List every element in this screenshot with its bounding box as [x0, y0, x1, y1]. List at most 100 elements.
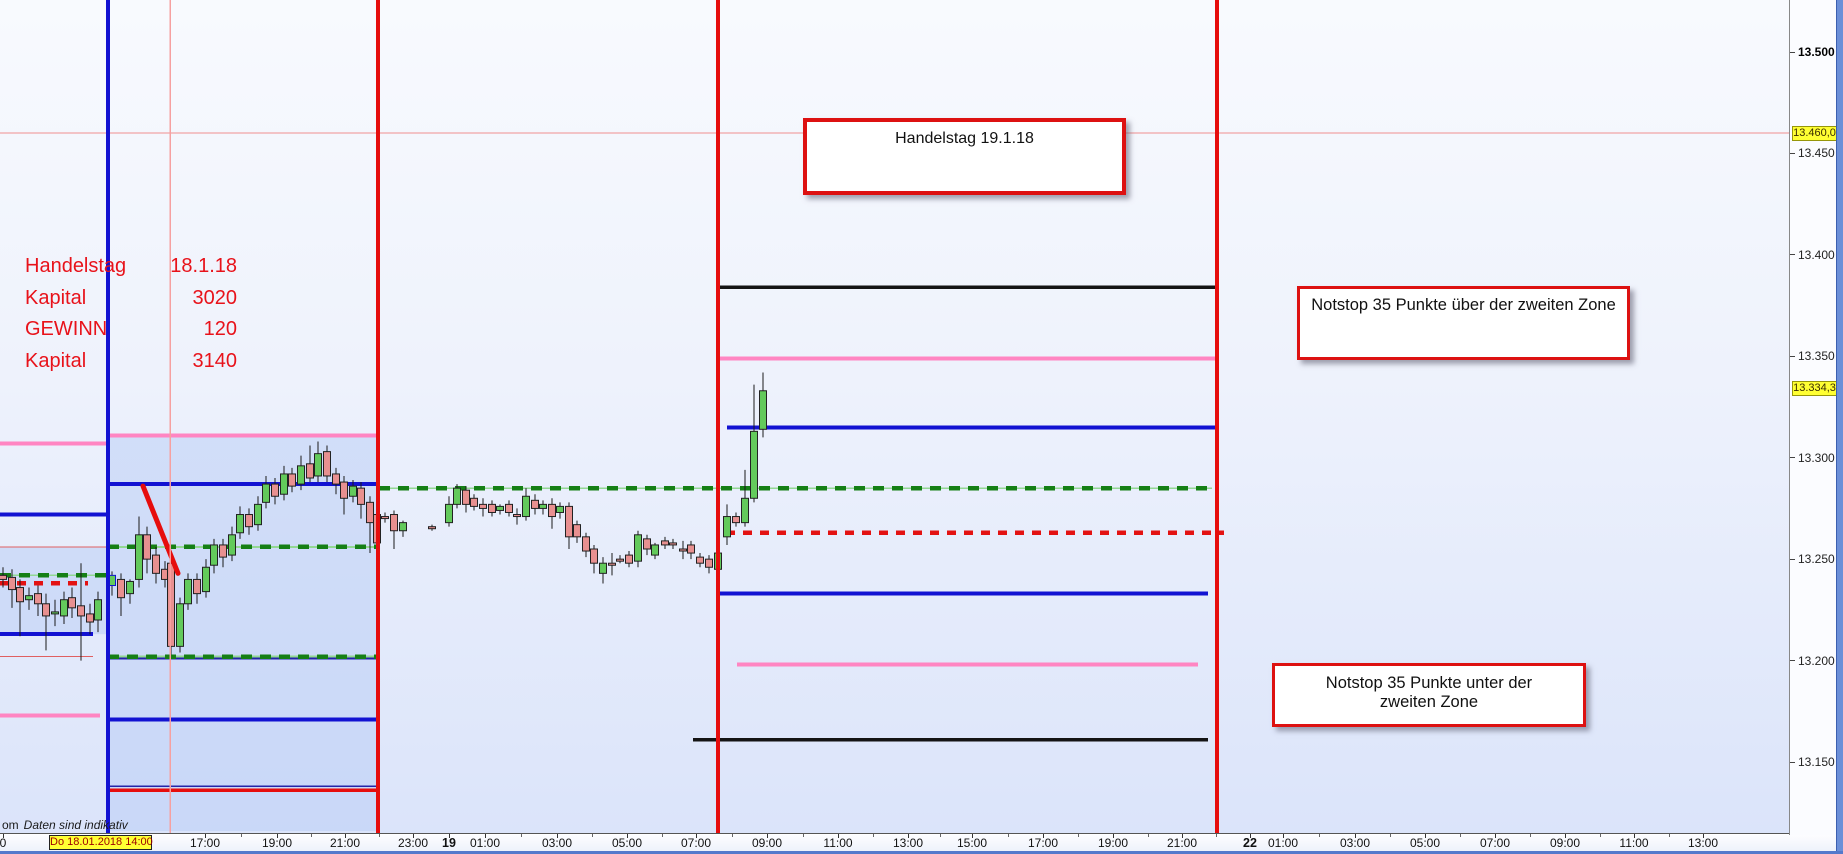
time-tick	[277, 834, 278, 838]
candle	[219, 538, 227, 568]
candle	[86, 603, 94, 635]
time-axis-label: 03:00	[541, 836, 573, 850]
time-tick-minor	[1319, 834, 1320, 837]
candle	[314, 441, 322, 483]
time-axis-label: 17:00	[189, 836, 221, 850]
pnl-row: GEWINN 120	[25, 314, 237, 346]
time-axis-label: 19	[442, 836, 456, 850]
price-axis-label: 13.500	[1798, 45, 1835, 59]
time-tick	[972, 834, 973, 838]
candle	[77, 563, 85, 661]
candle	[332, 467, 340, 495]
candle	[25, 587, 33, 610]
window-edge-right	[1836, 0, 1843, 854]
candle	[288, 467, 296, 493]
time-tick	[1250, 834, 1251, 838]
notstop-lower-label: Notstop 35 Punkte unter der zweiten Zone	[1325, 674, 1533, 711]
candle	[0, 567, 7, 588]
data-disclaimer: om Daten sind indikativ	[2, 818, 128, 832]
candle	[323, 445, 331, 483]
cursor-date-label: Do 18.01.2018 14:00	[49, 835, 153, 850]
time-tick-minor	[1007, 834, 1009, 837]
candle	[723, 504, 731, 545]
price-axis-label: 13.250	[1798, 552, 1835, 567]
candle	[126, 579, 134, 604]
trade-entry-line[interactable]	[140, 483, 181, 576]
candle	[390, 510, 398, 549]
time-tick	[1043, 834, 1044, 838]
time-tick-minor	[1078, 834, 1079, 837]
notstop-upper-box[interactable]: Notstop 35 Punkte über der zweiten Zone	[1297, 286, 1630, 360]
time-tick	[449, 834, 450, 838]
zone-fill	[108, 435, 377, 831]
time-tick-minor	[1390, 834, 1391, 837]
time-tick	[3, 834, 4, 838]
pnl-row: Kapital 3020	[25, 283, 237, 315]
candle	[531, 494, 539, 515]
time-axis-label: 09:00	[1549, 836, 1581, 850]
price-marker-label: 13.334,3	[1792, 380, 1837, 396]
candle	[732, 512, 740, 527]
candle	[634, 530, 642, 568]
time-tick-minor	[940, 834, 941, 837]
price-axis[interactable]: 13.500 13.450 13.400 13.350 13.300 13.250 13.2…	[1789, 0, 1837, 851]
trading-day-label: Handelstag 19.1.18	[895, 130, 1034, 147]
candle	[271, 478, 279, 505]
candle	[176, 597, 184, 653]
time-axis-label: 21:00	[1166, 836, 1198, 850]
time-axis-label: 01:00	[469, 836, 501, 850]
time-tick-minor	[1460, 834, 1461, 837]
candle	[539, 500, 547, 515]
pnl-value: 3020	[192, 286, 238, 309]
candle	[556, 502, 564, 519]
time-axis-label: 11:00	[1619, 836, 1649, 850]
candlestick-chart	[0, 0, 1789, 833]
candle	[462, 486, 470, 513]
time-axis[interactable]: 0 17:00 19:00 21:00 23:00 19 01:00 03:00 05:00 07…	[0, 834, 1836, 851]
pnl-label: Handelstag	[25, 255, 127, 277]
candle	[366, 496, 374, 554]
candle	[522, 488, 530, 521]
price-tick	[1790, 152, 1795, 154]
time-axis-label: 23:00	[397, 836, 429, 850]
candle	[94, 591, 102, 633]
pnl-row: Kapital 3140	[25, 346, 237, 378]
candle	[479, 498, 487, 517]
candle	[16, 579, 24, 637]
time-tick	[1565, 834, 1566, 838]
time-tick-minor	[1599, 834, 1601, 837]
pnl-label: Kapital	[25, 286, 87, 309]
trading-day-annotation-box[interactable]: Handelstag 19.1.18	[803, 118, 1126, 195]
candle	[117, 573, 125, 616]
time-tick	[1113, 834, 1114, 838]
candle	[42, 593, 50, 651]
pnl-row: Handelstag 18.1.18	[25, 251, 237, 283]
candle	[228, 526, 236, 562]
time-tick	[1355, 834, 1356, 838]
candle	[60, 591, 68, 625]
candle	[750, 384, 758, 503]
time-tick	[345, 834, 346, 838]
time-axis-label: 17:00	[1027, 836, 1059, 850]
candle	[505, 500, 513, 517]
time-tick	[696, 834, 697, 838]
notstop-lower-box[interactable]: Notstop 35 Punkte unter der zweiten Zone	[1272, 663, 1586, 727]
candle	[453, 484, 461, 509]
price-axis-label: 13.450	[1798, 146, 1835, 161]
candle	[616, 555, 624, 564]
plot-area[interactable]: Handelstag 18.1.18 Kapital 3020 GEWINN 1…	[0, 0, 1789, 834]
candle	[582, 532, 590, 558]
time-axis-label: 05:00	[1409, 836, 1441, 850]
price-axis-label: 13.300	[1798, 450, 1835, 465]
candle	[297, 455, 305, 491]
price-tick	[1790, 457, 1795, 459]
candle	[643, 534, 651, 556]
candle	[565, 502, 573, 549]
time-axis-label: 19:00	[261, 836, 293, 850]
candle	[759, 372, 767, 438]
time-axis-label: 22	[1243, 836, 1257, 850]
time-tick-minor	[592, 834, 593, 837]
time-axis-label: 07:00	[1479, 836, 1511, 850]
candle	[68, 587, 76, 618]
time-tick	[1182, 834, 1183, 838]
